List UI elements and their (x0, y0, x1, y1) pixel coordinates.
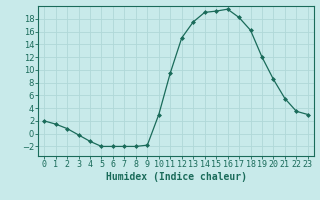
X-axis label: Humidex (Indice chaleur): Humidex (Indice chaleur) (106, 172, 246, 182)
